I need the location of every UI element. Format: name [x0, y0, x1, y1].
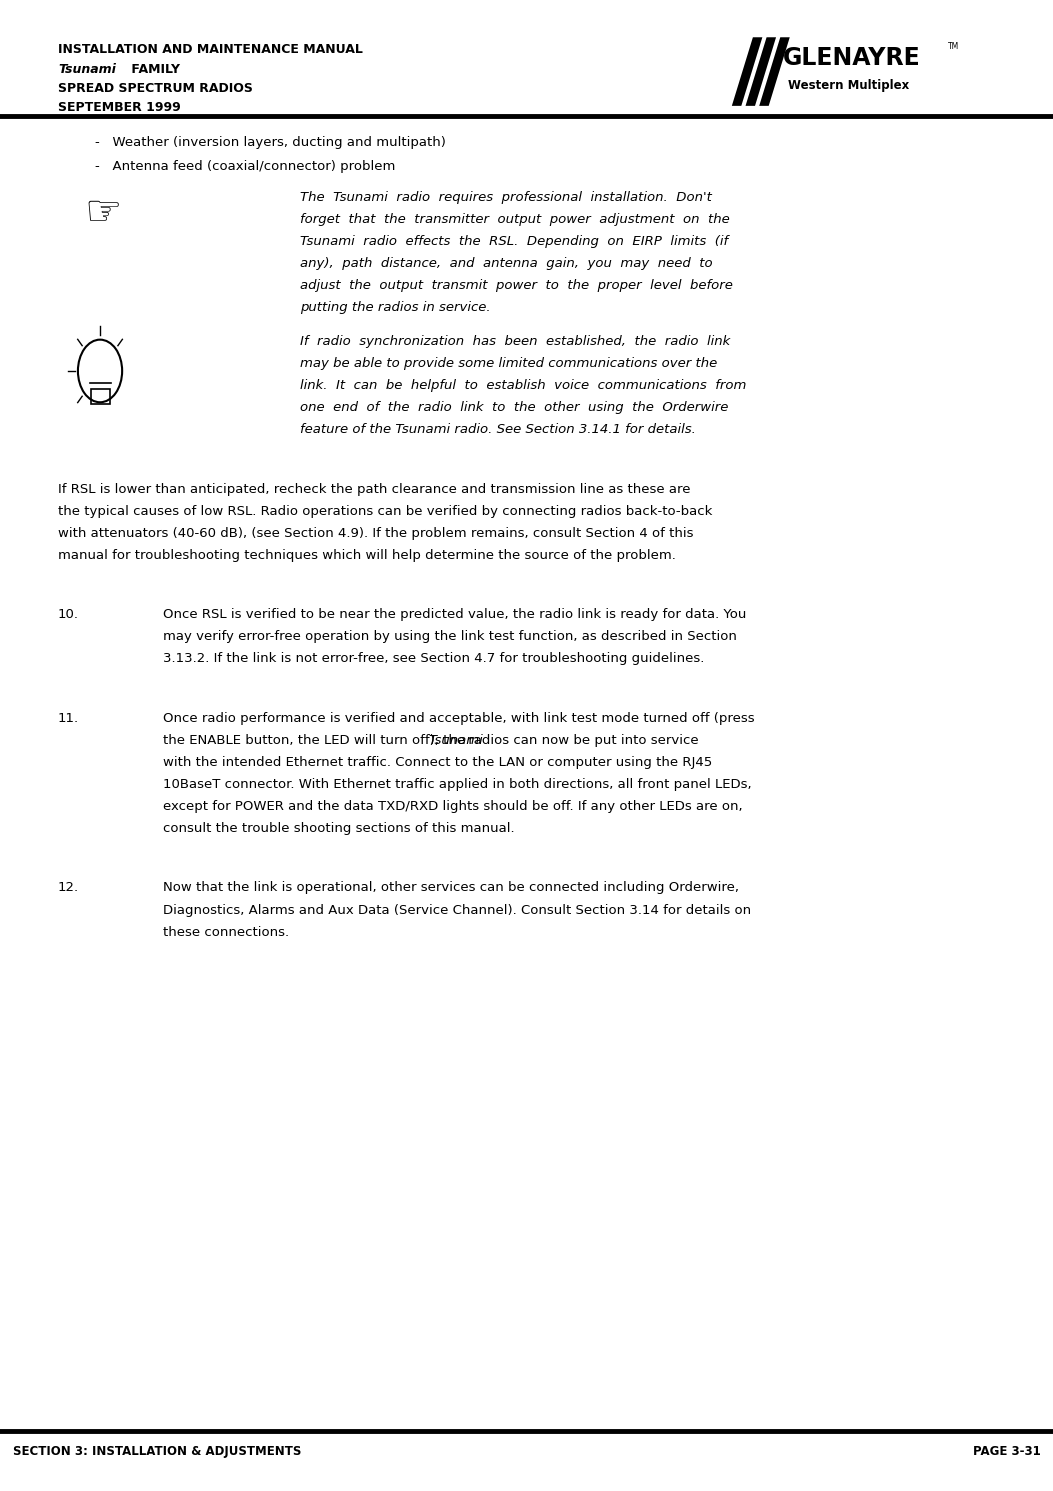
FancyBboxPatch shape	[91, 389, 110, 404]
Text: 10BaseT connector. With Ethernet traffic applied in both directions, all front p: 10BaseT connector. With Ethernet traffic…	[163, 778, 752, 792]
Text: PAGE 3-31: PAGE 3-31	[973, 1445, 1040, 1458]
Text: manual for troubleshooting techniques which will help determine the source of th: manual for troubleshooting techniques wh…	[58, 549, 676, 562]
Text: FAMILY: FAMILY	[127, 63, 180, 76]
Text: these connections.: these connections.	[163, 926, 290, 939]
Text: SEPTEMBER 1999: SEPTEMBER 1999	[58, 101, 181, 115]
Text: forget  that  the  transmitter  output  power  adjustment  on  the: forget that the transmitter output power…	[300, 213, 730, 227]
Text: Western Multiplex: Western Multiplex	[788, 79, 909, 92]
Text: any),  path  distance,  and  antenna  gain,  you  may  need  to: any), path distance, and antenna gain, y…	[300, 256, 713, 270]
Text: -   Antenna feed (coaxial/connector) problem: - Antenna feed (coaxial/connector) probl…	[95, 160, 395, 173]
Text: one  end  of  the  radio  link  to  the  other  using  the  Orderwire: one end of the radio link to the other u…	[300, 401, 729, 414]
Text: SPREAD SPECTRUM RADIOS: SPREAD SPECTRUM RADIOS	[58, 82, 253, 95]
Text: with attenuators (40-60 dB), (see Section 4.9). If the problem remains, consult : with attenuators (40-60 dB), (see Sectio…	[58, 526, 694, 540]
Text: may be able to provide some limited communications over the: may be able to provide some limited comm…	[300, 358, 717, 370]
Text: with the intended Ethernet traffic. Connect to the LAN or computer using the RJ4: with the intended Ethernet traffic. Conn…	[163, 756, 713, 769]
Polygon shape	[759, 37, 790, 106]
Text: feature of the Tsunami radio. See Section 3.14.1 for details.: feature of the Tsunami radio. See Sectio…	[300, 423, 696, 437]
Text: Once RSL is verified to be near the predicted value, the radio link is ready for: Once RSL is verified to be near the pred…	[163, 608, 747, 622]
Text: putting the radios in service.: putting the radios in service.	[300, 301, 491, 315]
Text: If  radio  synchronization  has  been  established,  the  radio  link: If radio synchronization has been establ…	[300, 335, 731, 349]
Text: consult the trouble shooting sections of this manual.: consult the trouble shooting sections of…	[163, 822, 515, 835]
Text: INSTALLATION AND MAINTENANCE MANUAL: INSTALLATION AND MAINTENANCE MANUAL	[58, 43, 363, 57]
Text: Once radio performance is verified and acceptable, with link test mode turned of: Once radio performance is verified and a…	[163, 711, 755, 725]
Text: link.  It  can  be  helpful  to  establish  voice  communications  from: link. It can be helpful to establish voi…	[300, 379, 747, 392]
Text: may verify error-free operation by using the link test function, as described in: may verify error-free operation by using…	[163, 631, 737, 644]
Text: radios can now be put into service: radios can now be put into service	[464, 734, 699, 747]
Text: Now that the link is operational, other services can be connected including Orde: Now that the link is operational, other …	[163, 881, 739, 895]
Text: Tsunami: Tsunami	[428, 734, 482, 747]
Text: -   Weather (inversion layers, ducting and multipath): - Weather (inversion layers, ducting and…	[95, 136, 445, 149]
Text: ☞: ☞	[84, 191, 121, 233]
Text: except for POWER and the data TXD/RXD lights should be off. If any other LEDs ar: except for POWER and the data TXD/RXD li…	[163, 801, 742, 813]
Text: GLENAYRE: GLENAYRE	[782, 46, 920, 70]
Text: 12.: 12.	[58, 881, 79, 895]
Text: the ENABLE button, the LED will turn off), the: the ENABLE button, the LED will turn off…	[163, 734, 470, 747]
Text: 10.: 10.	[58, 608, 79, 622]
Text: the typical causes of low RSL. Radio operations can be verified by connecting ra: the typical causes of low RSL. Radio ope…	[58, 505, 712, 517]
Text: 11.: 11.	[58, 711, 79, 725]
Text: Diagnostics, Alarms and Aux Data (Service Channel). Consult Section 3.14 for det: Diagnostics, Alarms and Aux Data (Servic…	[163, 904, 752, 917]
Text: 3.13.2. If the link is not error-free, see Section 4.7 for troubleshooting guide: 3.13.2. If the link is not error-free, s…	[163, 653, 704, 665]
Text: SECTION 3: INSTALLATION & ADJUSTMENTS: SECTION 3: INSTALLATION & ADJUSTMENTS	[13, 1445, 301, 1458]
Polygon shape	[746, 37, 776, 106]
Text: If RSL is lower than anticipated, recheck the path clearance and transmission li: If RSL is lower than anticipated, rechec…	[58, 483, 691, 497]
Text: adjust  the  output  transmit  power  to  the  proper  level  before: adjust the output transmit power to the …	[300, 279, 733, 292]
Text: TM: TM	[948, 42, 959, 51]
Text: The  Tsunami  radio  requires  professional  installation.  Don't: The Tsunami radio requires professional …	[300, 191, 712, 204]
Text: Tsunami  radio  effects  the  RSL.  Depending  on  EIRP  limits  (if: Tsunami radio effects the RSL. Depending…	[300, 236, 729, 248]
Text: Tsunami: Tsunami	[58, 63, 116, 76]
Polygon shape	[732, 37, 762, 106]
